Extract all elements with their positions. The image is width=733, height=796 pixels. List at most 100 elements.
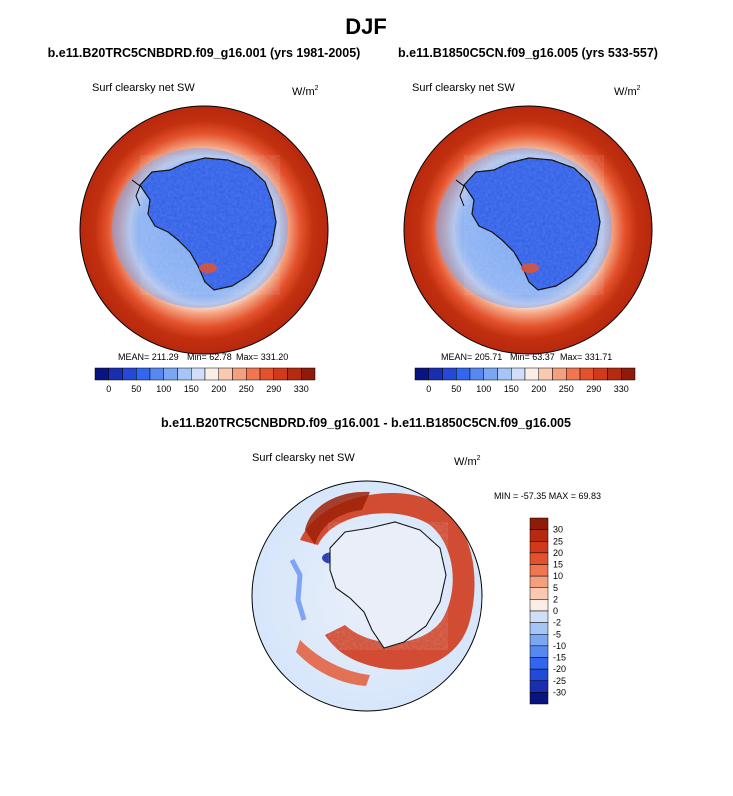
panel-right-min: Min= 63.37 — [510, 352, 555, 362]
panel-right-title: b.e11.B1850C5CN.f09_g16.005 (yrs 533-557… — [398, 46, 658, 60]
panel-diff-colorbar-swatch — [529, 645, 549, 658]
panel-diff-colorbar-tick-label: -20 — [553, 664, 566, 674]
panel-right-colorbar-swatch — [428, 367, 443, 381]
panel-left-colorbar-swatch — [108, 367, 123, 381]
panel-left-colorbar-tick-label: 150 — [184, 384, 199, 394]
panel-diff-warm-outer — [296, 640, 370, 686]
panel-diff-colorbar-tick-label: 2 — [553, 594, 558, 604]
panel-left-max: Max= 331.20 — [236, 352, 288, 362]
panel-diff-colorbar-swatch — [529, 610, 549, 623]
panel-diff-colorbar-tick-label: -5 — [553, 629, 561, 639]
panel-diff-units: W/m2 — [454, 455, 481, 468]
panel-right-colorbar-tick-label: 50 — [451, 384, 461, 394]
panel-left-colorbar-swatch — [177, 367, 192, 381]
panel-right-colorbar-swatch — [524, 367, 539, 381]
panel-right-colorbar-swatch — [497, 367, 512, 381]
panel-left-title: b.e11.B20TRC5CNBDRD.f09_g16.001 (yrs 198… — [48, 46, 361, 60]
panel-diff: b.e11.B20TRC5CNBDRD.f09_g16.001 - b.e11.… — [161, 416, 601, 712]
panel-diff-colorbar-tick-label: 30 — [553, 525, 563, 535]
panel-right-colorbar-swatch — [442, 367, 457, 381]
panel-right-colorbar: 0 50 100 150 200 250 290 330 — [414, 367, 636, 394]
panel-diff-colorbar-swatch — [529, 541, 549, 554]
panel-diff-colorbar-tick-label: -15 — [553, 653, 566, 663]
panel-left-texture — [140, 155, 280, 295]
panel-right-colorbar-swatch — [469, 367, 484, 381]
panel-left-colorbar-swatch — [259, 367, 274, 381]
panel-left-colorbar-swatch — [149, 367, 164, 381]
panel-diff-colorbar-tick-label: -10 — [553, 641, 566, 651]
panel-left-colorbar-swatch — [191, 367, 206, 381]
panel-left-frame — [79, 105, 329, 355]
panel-diff-colorbar-swatch — [529, 575, 549, 588]
panel-diff-colorbar-swatch — [529, 587, 549, 600]
panel-left-colorbar-tick-label: 50 — [131, 384, 141, 394]
panel-diff-colorbar-tick-label: -30 — [553, 687, 566, 697]
panel-left-colorbar-swatch — [163, 367, 178, 381]
panel-right-ross-patch — [521, 263, 539, 273]
panel-right-colorbar-tick-label: 330 — [614, 384, 629, 394]
panel-right-colorbar-swatch — [607, 367, 622, 381]
panel-right-colorbar-swatch — [621, 367, 636, 381]
panel-right-colorbar-swatch — [538, 367, 553, 381]
panel-right-mean: MEAN= 205.71 — [441, 352, 502, 362]
panel-left-colorbar-swatch — [94, 367, 109, 381]
panel-right-variable: Surf clearsky net SW — [412, 82, 515, 94]
panel-diff-texture — [328, 522, 448, 650]
panel-right-colorbar-swatch — [483, 367, 498, 381]
panel-diff-colorbar-tick-label: -25 — [553, 676, 566, 686]
panel-diff-strong-warm — [305, 491, 370, 545]
panel-diff-colorbar-swatch — [529, 529, 549, 542]
panel-left-colorbar-swatch — [218, 367, 233, 381]
panel-left-peninsula — [131, 179, 141, 207]
panel-left-colorbar: 0 50 100 150 200 250 290 330 — [94, 367, 316, 394]
panel-right-colorbar-swatch — [511, 367, 526, 381]
panel-right-map — [404, 106, 652, 354]
panel-diff-colorbar-tick-label: 5 — [553, 583, 558, 593]
panel-right-colorbar-tick-label: 100 — [476, 384, 491, 394]
panel-diff-colorbar-swatch — [529, 634, 549, 647]
panel-right-colorbar-swatch — [566, 367, 581, 381]
panel-right-colorbar-swatch — [552, 367, 567, 381]
panel-diff-colorbar-swatch — [529, 692, 549, 705]
panel-diff-colorbar-tick-label: 25 — [553, 536, 563, 546]
panel-right-max: Max= 331.71 — [560, 352, 612, 362]
panel-diff-colorbar-swatch — [529, 517, 549, 530]
panel-right-colorbar-swatch — [456, 367, 471, 381]
panel-right-units: W/m2 — [614, 85, 641, 98]
panel-left-colorbar-swatch — [136, 367, 151, 381]
panel-diff-colorbar-tick-label: 10 — [553, 571, 563, 581]
panel-diff-colorbar-swatch — [529, 552, 549, 565]
panel-left-variable: Surf clearsky net SW — [92, 82, 195, 94]
panel-diff-frame — [251, 480, 483, 712]
panel-right: b.e11.B1850C5CN.f09_g16.005 (yrs 533-557… — [398, 46, 658, 394]
panel-diff-variable: Surf clearsky net SW — [252, 452, 355, 464]
panel-left-map — [80, 106, 328, 354]
panel-left: b.e11.B20TRC5CNBDRD.f09_g16.001 (yrs 198… — [48, 46, 361, 394]
panel-diff-colorbar-swatch — [529, 657, 549, 670]
panel-diff-colorbar-swatch — [529, 680, 549, 693]
panel-left-colorbar-swatch — [122, 367, 137, 381]
panel-diff-minmax: MIN = -57.35 MAX = 69.83 — [494, 491, 601, 501]
panel-left-colorbar-swatch — [232, 367, 247, 381]
panel-left-mean: MEAN= 211.29 — [118, 352, 179, 362]
panel-right-peninsula — [455, 179, 465, 207]
panel-left-colorbar-swatch — [301, 367, 316, 381]
panel-diff-colorbar-tick-label: -2 — [553, 618, 561, 628]
panel-diff-colorbar-tick-label: 15 — [553, 560, 563, 570]
panel-right-colorbar-tick-label: 0 — [426, 384, 431, 394]
panel-right-frame — [403, 105, 653, 355]
panel-left-colorbar-swatch — [273, 367, 288, 381]
panel-right-colorbar-tick-label: 150 — [504, 384, 519, 394]
panel-right-colorbar-tick-label: 250 — [559, 384, 574, 394]
panel-right-colorbar-swatch — [414, 367, 429, 381]
panel-left-colorbar-tick-label: 330 — [294, 384, 309, 394]
panel-right-colorbar-tick-label: 290 — [586, 384, 601, 394]
panel-left-units: W/m2 — [292, 85, 319, 98]
figure-title: DJF — [345, 14, 387, 39]
panel-left-colorbar-swatch — [287, 367, 302, 381]
panel-right-colorbar-swatch — [593, 367, 608, 381]
panel-diff-colorbar-tick-label: 0 — [553, 606, 558, 616]
panel-diff-colorbar-swatch — [529, 564, 549, 577]
panel-right-colorbar-swatch — [579, 367, 594, 381]
